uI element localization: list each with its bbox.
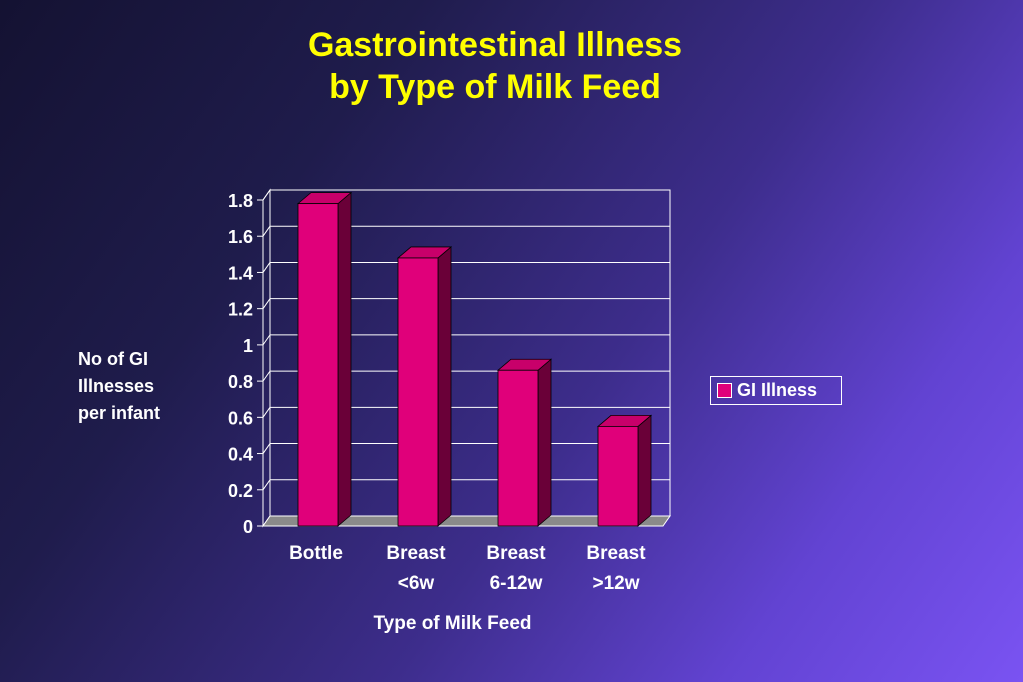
bar [297, 203, 339, 527]
y-tick-label: 1.2 [228, 300, 253, 320]
chart-title-line-2: by Type of Milk Feed [329, 68, 661, 106]
x-tick-label: Breast [386, 543, 446, 564]
gridline-side [262, 479, 271, 491]
gridline-side [262, 443, 271, 454]
y-axis-label-line-2: Illnesses [78, 376, 155, 396]
x-tick-label: 6-12w [490, 573, 543, 594]
gridline-side [262, 262, 271, 273]
bar [597, 425, 639, 527]
gridline-side [262, 407, 271, 418]
y-tick-label: 1.6 [228, 227, 253, 247]
y-tick-label: 1.4 [228, 263, 253, 283]
x-axis-label: Type of Milk Feed [373, 613, 532, 634]
chart-title-line-1: Gastrointestinal Illness [307, 26, 683, 64]
x-tick-label: <6w [398, 573, 435, 594]
bar [497, 369, 539, 527]
y-tick-label: 0.6 [228, 408, 253, 428]
y-tick-label: 0.2 [228, 481, 253, 501]
gridline-side [262, 370, 271, 382]
y-axis-label-line-3: per infant [78, 403, 161, 423]
y-axis-label: No of GI Illnesses per infant [78, 346, 208, 427]
x-tick-label: Bottle [289, 543, 343, 564]
legend-label-gi-illness: GI Illness [737, 380, 818, 400]
y-tick-label: 0.8 [228, 372, 253, 392]
plot-left-wall [262, 188, 271, 528]
y-tick-label: 1 [243, 336, 253, 356]
legend-swatch-gi-illness [717, 383, 732, 398]
chart-title: Gastrointestinal Illness by Type of Milk… [0, 24, 990, 108]
bar-side [637, 414, 652, 527]
gridline-side [262, 189, 271, 201]
y-tick-label: 0 [243, 517, 253, 537]
x-tick-label: Breast [486, 543, 546, 564]
x-tick-label: Breast [586, 543, 646, 564]
bar-side [537, 358, 552, 527]
y-tick-label: 0.4 [228, 445, 253, 465]
y-tick-label: 1.8 [228, 191, 253, 211]
chart-legend: GI Illness [710, 376, 842, 405]
gridline-side [262, 334, 271, 346]
x-tick-label: >12w [592, 573, 639, 594]
gridline-side [262, 225, 271, 237]
y-axis-label-line-1: No of GI [78, 349, 148, 369]
bar-side [337, 191, 352, 527]
bar [397, 257, 439, 527]
gridline-side [262, 298, 271, 309]
bar-side [437, 246, 452, 527]
